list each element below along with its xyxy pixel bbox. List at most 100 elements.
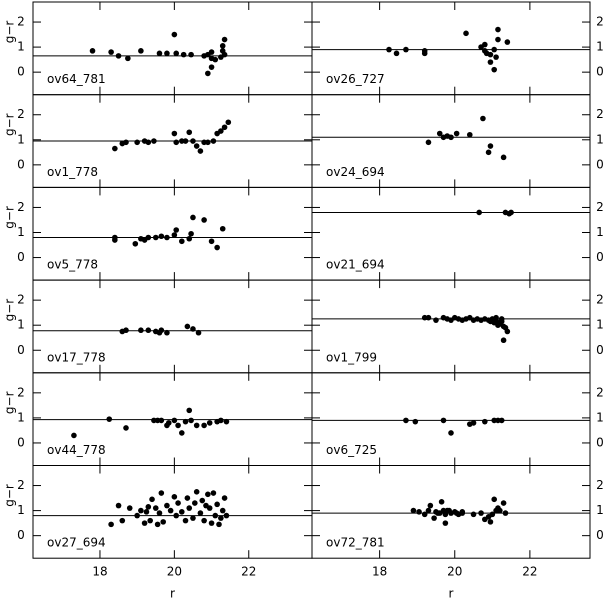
data-point bbox=[482, 41, 488, 48]
data-point bbox=[112, 145, 118, 152]
y-tick-label: 2 bbox=[596, 385, 604, 399]
panel-label: ov17_778 bbox=[47, 350, 106, 364]
data-point bbox=[193, 422, 200, 429]
data-point bbox=[489, 511, 496, 518]
data-point bbox=[203, 502, 209, 509]
data-point bbox=[223, 512, 230, 519]
data-point bbox=[487, 519, 494, 525]
data-point bbox=[448, 430, 454, 436]
y-tick-label: 0 bbox=[17, 157, 25, 171]
data-point bbox=[175, 422, 181, 429]
data-point bbox=[485, 149, 492, 156]
data-point bbox=[214, 501, 220, 508]
data-point bbox=[403, 46, 409, 53]
data-point bbox=[182, 138, 189, 144]
y-tick-label: 0 bbox=[17, 65, 25, 79]
y-tick-label: 1 bbox=[596, 132, 604, 146]
y-tick-label: 0 bbox=[596, 528, 604, 542]
data-point bbox=[112, 237, 118, 243]
y-axis-label: g−r bbox=[3, 484, 17, 507]
data-point bbox=[71, 432, 77, 439]
data-point bbox=[225, 119, 232, 126]
data-point bbox=[158, 490, 165, 496]
data-point bbox=[219, 225, 226, 232]
data-point bbox=[154, 521, 161, 528]
data-point bbox=[210, 138, 217, 144]
data-point bbox=[192, 500, 198, 506]
data-point bbox=[123, 327, 129, 334]
panel-label: ov6_725 bbox=[326, 443, 377, 457]
y-tick-label: 2 bbox=[17, 200, 25, 214]
data-point bbox=[179, 430, 185, 436]
data-point bbox=[219, 43, 226, 49]
data-point bbox=[134, 139, 140, 146]
panel-label: ov5_778 bbox=[47, 258, 98, 272]
data-point bbox=[108, 521, 114, 528]
data-point bbox=[502, 510, 509, 516]
data-point bbox=[210, 490, 217, 496]
panel-frame bbox=[311, 465, 591, 559]
x-tick-label: 20 bbox=[447, 565, 462, 579]
data-point bbox=[173, 512, 180, 519]
data-point bbox=[412, 418, 419, 425]
data-point bbox=[208, 49, 215, 55]
data-point bbox=[171, 417, 178, 424]
data-point bbox=[421, 511, 428, 518]
data-point bbox=[184, 495, 191, 501]
data-point bbox=[218, 515, 224, 521]
data-point bbox=[416, 509, 422, 515]
data-point bbox=[491, 46, 498, 53]
data-point bbox=[480, 115, 486, 122]
data-point bbox=[453, 510, 460, 516]
y-tick-label: 1 bbox=[596, 40, 604, 54]
data-point bbox=[190, 326, 196, 332]
data-point bbox=[190, 515, 196, 521]
data-point bbox=[463, 30, 469, 37]
panel-label: ov72_781 bbox=[326, 536, 385, 550]
data-point bbox=[188, 51, 194, 58]
data-point bbox=[175, 500, 181, 506]
data-point bbox=[179, 238, 185, 245]
data-point bbox=[156, 50, 163, 57]
data-point bbox=[219, 507, 226, 514]
x-tick-label: 18 bbox=[372, 565, 387, 579]
data-point bbox=[171, 31, 178, 38]
data-point bbox=[141, 237, 148, 243]
panel-label: ov21_694 bbox=[326, 258, 385, 272]
y-axis-label: g−r bbox=[3, 21, 17, 44]
data-point bbox=[216, 521, 222, 528]
data-point bbox=[487, 59, 494, 65]
data-point bbox=[487, 51, 494, 58]
data-point bbox=[212, 512, 219, 519]
panel-label: ov24_694 bbox=[326, 165, 385, 179]
y-tick-label: 1 bbox=[17, 503, 25, 517]
data-point bbox=[190, 138, 196, 144]
data-point bbox=[119, 517, 126, 524]
data-point bbox=[123, 139, 129, 146]
data-point bbox=[126, 505, 133, 511]
data-point bbox=[500, 337, 507, 344]
y-tick-label: 2 bbox=[17, 107, 25, 121]
y-tick-label: 1 bbox=[17, 318, 25, 332]
data-point bbox=[151, 138, 157, 144]
x-axis-label: r bbox=[449, 587, 454, 601]
data-point bbox=[495, 36, 501, 43]
data-point bbox=[201, 217, 207, 223]
y-axis-label: g−r bbox=[3, 113, 17, 136]
data-point bbox=[173, 139, 180, 146]
y-tick-label: 1 bbox=[596, 225, 604, 239]
data-point bbox=[201, 517, 207, 524]
y-tick-label: 0 bbox=[596, 435, 604, 449]
data-point bbox=[425, 314, 432, 321]
data-point bbox=[500, 154, 507, 161]
data-point bbox=[186, 407, 193, 414]
y-axis-label: g−r bbox=[3, 206, 17, 229]
data-point bbox=[491, 66, 498, 73]
data-point bbox=[197, 510, 204, 516]
data-point bbox=[223, 418, 230, 425]
data-point bbox=[478, 510, 484, 516]
x-tick-label: 22 bbox=[241, 565, 256, 579]
x-axis-label: r bbox=[170, 587, 175, 601]
data-point bbox=[193, 489, 200, 495]
